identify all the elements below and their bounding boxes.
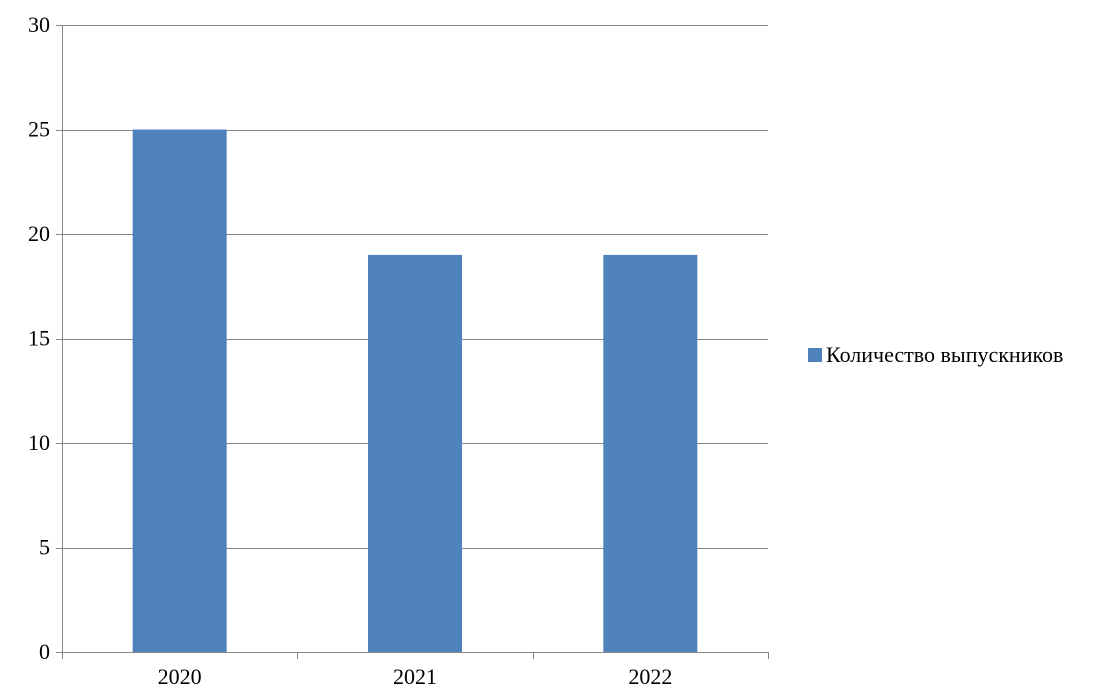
bar-2021: [368, 254, 462, 652]
y-tick-labels: 0 5 10 15 20 25 30: [28, 12, 50, 664]
legend-swatch: [808, 348, 822, 362]
legend-label: Количество выпускников: [826, 342, 1063, 367]
bar-2022: [603, 254, 698, 652]
axes: [56, 25, 769, 659]
y-tick-label: 5: [39, 535, 50, 560]
x-tick-label: 2021: [393, 664, 437, 689]
y-tick-label: 20: [28, 221, 50, 246]
y-tick-label: 25: [28, 117, 50, 142]
y-tick-label: 15: [28, 326, 50, 351]
x-tick-label: 2020: [158, 664, 202, 689]
x-tick-label: 2022: [628, 664, 672, 689]
y-tick-label: 30: [28, 12, 50, 37]
y-tick-label: 0: [39, 639, 50, 664]
bar-2020: [132, 129, 227, 652]
bars: [132, 129, 698, 652]
x-tick-labels: 2020 2021 2022: [158, 664, 673, 689]
legend: Количество выпускников: [808, 342, 1063, 367]
y-tick-label: 10: [28, 430, 50, 455]
